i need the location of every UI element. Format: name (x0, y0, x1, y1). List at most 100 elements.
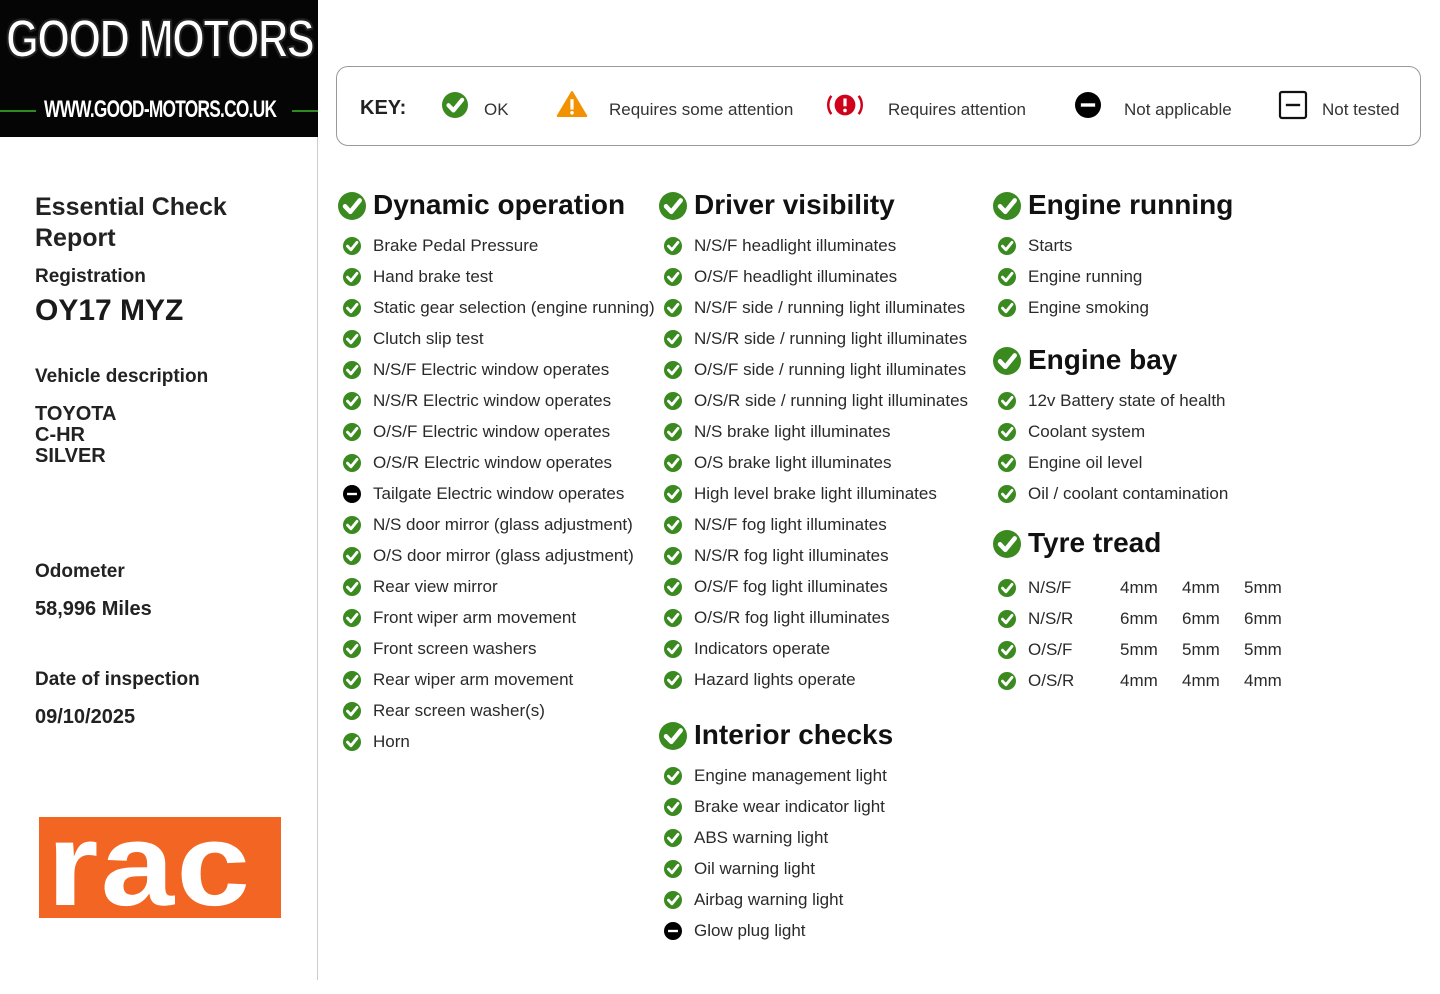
check-item: O/S/F headlight illuminates (694, 267, 898, 286)
check-item: Starts (1028, 236, 1073, 255)
check-item: Front wiper arm movement (373, 608, 577, 627)
registration-label: Registration (35, 266, 146, 287)
status-icon (664, 767, 682, 785)
check-item: Oil warning light (694, 859, 815, 878)
tyre-reading: 6mm (1244, 609, 1282, 628)
description-line: C-HR (35, 424, 85, 446)
status-icon (998, 299, 1016, 317)
check-item: N/S brake light illuminates (694, 422, 891, 441)
status-icon (998, 392, 1016, 410)
tyre-reading: 4mm (1120, 671, 1158, 690)
status-icon (556, 91, 588, 118)
check-item: Coolant system (1028, 422, 1146, 441)
check-item: O/S/R Electric window operates (373, 453, 613, 472)
status-icon (998, 423, 1016, 441)
status-icon (659, 722, 687, 750)
check-item: High level brake light illuminates (694, 484, 937, 503)
check-item: Static gear selection (engine running) (373, 298, 655, 317)
status-icon (343, 640, 361, 658)
key-item: Requires some attention (609, 100, 794, 119)
status-icon (343, 702, 361, 720)
status-icon (659, 192, 687, 220)
check-item: N/S/R fog light illuminates (694, 546, 889, 565)
status-icon (993, 530, 1021, 558)
tyre-reading: 5mm (1120, 640, 1158, 659)
status-icon (664, 547, 682, 565)
status-icon (442, 92, 468, 118)
check-item: O/S brake light illuminates (694, 453, 892, 472)
status-icon (664, 361, 682, 379)
check-item: ABS warning light (694, 828, 829, 847)
status-icon (998, 672, 1016, 690)
registration: OY17 MYZ (35, 294, 184, 327)
status-icon (664, 829, 682, 847)
check-item: O/S/R side / running light illuminates (694, 391, 969, 410)
status-icon (664, 237, 682, 255)
status-icon (664, 423, 682, 441)
brand: GOOD MOTORS (5, 8, 315, 70)
tyre-reading: 4mm (1182, 671, 1220, 690)
check-item: O/S/F fog light illuminates (694, 577, 888, 596)
date: 09/10/2025 (35, 706, 136, 728)
check-item: Horn (373, 732, 410, 751)
check-item: Rear screen washer(s) (373, 701, 545, 720)
status-icon (343, 268, 361, 286)
status-icon (664, 891, 682, 909)
status-icon (343, 361, 361, 379)
status-icon (998, 454, 1016, 472)
check-item: Clutch slip test (373, 329, 484, 348)
odometer-label: Odometer (35, 561, 125, 582)
check-item: Rear wiper arm movement (373, 670, 574, 689)
status-icon (343, 423, 361, 441)
check-item: N/S door mirror (glass adjustment) (373, 515, 633, 534)
status-icon (664, 922, 682, 940)
check-item: Brake Pedal Pressure (373, 236, 539, 255)
status-icon (664, 485, 682, 503)
status-icon (664, 609, 682, 627)
check-item: Front screen washers (373, 639, 537, 658)
status-icon (664, 392, 682, 410)
status-icon (664, 640, 682, 658)
status-icon (998, 610, 1016, 628)
check-item: N/S/F headlight illuminates (694, 236, 897, 255)
check-item: Engine management light (694, 766, 887, 785)
status-icon (343, 516, 361, 534)
tyre-position: O/S/R (1028, 671, 1075, 690)
status-icon (664, 860, 682, 878)
check-item: O/S/R fog light illuminates (694, 608, 890, 627)
status-icon (998, 641, 1016, 659)
key-item: Not applicable (1124, 100, 1232, 119)
tyre-reading: 5mm (1244, 578, 1282, 597)
check-item: O/S door mirror (glass adjustment) (373, 546, 634, 565)
section-title: Engine bay (1028, 344, 1178, 375)
check-item: Airbag warning light (694, 890, 844, 909)
status-icon (664, 798, 682, 816)
section-title: Dynamic operation (373, 189, 626, 220)
description-label: Vehicle description (35, 366, 209, 387)
tyre-reading: 4mm (1244, 671, 1282, 690)
check-item: Tailgate Electric window operates (373, 484, 625, 503)
check-item: 12v Battery state of health (1028, 391, 1226, 410)
key-item: OK (484, 100, 509, 119)
status-icon (664, 578, 682, 596)
check-item: N/S/F fog light illuminates (694, 515, 887, 534)
check-item: Glow plug light (694, 921, 806, 940)
date-label: Date of inspection (35, 669, 200, 690)
website: WWW.GOOD-MOTORS.CO.UK (44, 96, 277, 123)
check-item: Brake wear indicator light (694, 797, 885, 816)
logo-line (0, 110, 36, 112)
section-title: Driver visibility (694, 189, 895, 220)
status-icon (343, 733, 361, 751)
status-icon (998, 485, 1016, 503)
status-icon (1075, 92, 1101, 118)
check-item: N/S/F side / running light illuminates (694, 298, 966, 317)
description-line: TOYOTA (35, 403, 117, 425)
check-item: Hand brake test (373, 267, 494, 286)
status-icon (993, 347, 1021, 375)
check-item: N/S/F Electric window operates (373, 360, 610, 379)
status-icon (993, 192, 1021, 220)
check-item: Engine smoking (1028, 298, 1149, 317)
key-item: Requires attention (888, 100, 1026, 119)
